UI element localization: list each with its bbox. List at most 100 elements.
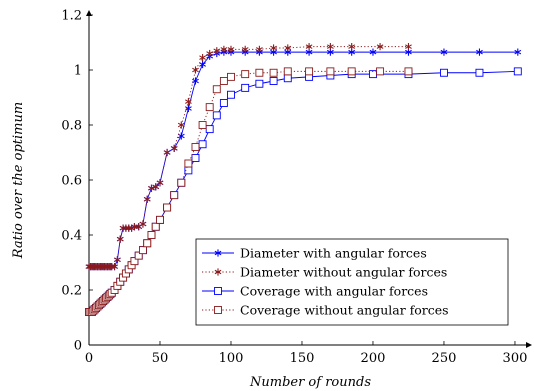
asterisk-stroke [369, 49, 377, 55]
asterisk-stroke [405, 49, 412, 55]
asterisk-stroke [284, 45, 292, 51]
data-point [219, 99, 228, 107]
data-point [198, 121, 207, 129]
data-point [177, 121, 185, 129]
data-point [156, 215, 164, 224]
data-point [111, 263, 118, 271]
asterisk-stroke [119, 225, 127, 231]
y-tick-label: 0 [74, 339, 82, 354]
series-coverage-without-angular-forces [85, 67, 413, 316]
data-point [213, 47, 221, 55]
data-point [130, 257, 139, 266]
x-tick-label: 100 [219, 351, 244, 366]
data-point [476, 48, 483, 56]
data-point [125, 224, 133, 232]
asterisk-stroke [108, 264, 116, 269]
data-point [163, 203, 172, 212]
asterisk-stroke [184, 99, 192, 104]
asterisk-stroke [270, 45, 277, 51]
legend-marker [214, 306, 222, 314]
asterisk-stroke [148, 185, 155, 191]
data-point [184, 98, 192, 106]
asterisk-stroke [192, 78, 199, 84]
asterisk-stroke [177, 122, 185, 128]
asterisk-stroke [348, 44, 356, 49]
y-tick-label: 0.8 [61, 119, 82, 134]
plot-area: 0 50 100 150 200 250 300 0 0.2 0.4 0.6 0.8 1 1.2 [61, 9, 532, 366]
data-point [212, 85, 221, 94]
asterisk-stroke [255, 47, 263, 52]
data-point [405, 43, 412, 51]
data-point [198, 140, 207, 149]
asterisk-stroke [476, 49, 483, 55]
data-point [440, 68, 448, 77]
asterisk-stroke [170, 146, 178, 151]
data-point [192, 66, 199, 74]
data-point [369, 48, 377, 56]
data-point [139, 246, 147, 255]
y-tick-label: 0.4 [61, 229, 82, 244]
data-point [205, 125, 214, 134]
data-point [134, 251, 143, 260]
asterisk-stroke [348, 49, 356, 55]
series-layer [85, 43, 522, 316]
data-point [105, 263, 113, 271]
data-point [148, 184, 155, 192]
y-axis-title: Ratio over the optimum [11, 102, 26, 259]
asterisk-stroke [270, 49, 277, 55]
data-point [269, 68, 278, 77]
asterisk-stroke [213, 48, 221, 54]
legend-marker [214, 249, 222, 257]
legend-label: Diameter with angular forces [240, 246, 427, 261]
data-point [326, 67, 335, 76]
data-point [212, 111, 221, 120]
y-axis-arrowhead [86, 10, 92, 16]
asterisk-stroke [305, 49, 313, 55]
data-point [199, 60, 206, 69]
asterisk-stroke [105, 264, 113, 269]
data-point [283, 67, 292, 76]
data-point [151, 222, 160, 231]
data-point [376, 43, 384, 51]
legend-box [195, 238, 509, 326]
asterisk-stroke [114, 257, 121, 263]
asterisk-stroke [405, 44, 412, 49]
data-point [170, 191, 179, 200]
data-point [170, 144, 178, 152]
data-point [220, 45, 228, 53]
data-point [177, 178, 186, 187]
asterisk-stroke [284, 49, 292, 55]
data-point [284, 44, 292, 52]
data-point [139, 220, 147, 228]
asterisk-stroke [122, 225, 130, 231]
x-tick-label: 150 [290, 351, 315, 366]
data-point [514, 48, 522, 56]
data-point [326, 43, 334, 51]
legend-marker [214, 268, 222, 276]
legend-label: Coverage with angular forces [240, 284, 428, 299]
data-point [206, 49, 214, 58]
x-tick-label: 300 [503, 351, 528, 366]
data-point [163, 148, 171, 157]
data-point [191, 143, 200, 151]
x-ticks: 0 50 100 150 200 250 300 [85, 341, 528, 366]
legend-label: Diameter without angular forces [240, 265, 447, 280]
x-axis-arrowhead [526, 342, 532, 348]
data-point [143, 239, 152, 248]
data-point [227, 90, 235, 99]
data-point [184, 104, 192, 113]
data-point [152, 183, 160, 191]
asterisk-stroke [199, 62, 206, 67]
asterisk-stroke [214, 269, 222, 275]
asterisk-stroke [220, 47, 228, 52]
x-tick-label: 250 [432, 351, 457, 366]
x-tick-label: 0 [85, 351, 93, 366]
data-point [119, 224, 127, 232]
data-point [241, 83, 250, 92]
asterisk-stroke [143, 196, 151, 202]
asterisk-stroke [184, 106, 192, 111]
series-diameter-without-angular-forces [85, 43, 412, 271]
data-point [147, 231, 156, 239]
data-point [192, 77, 199, 85]
